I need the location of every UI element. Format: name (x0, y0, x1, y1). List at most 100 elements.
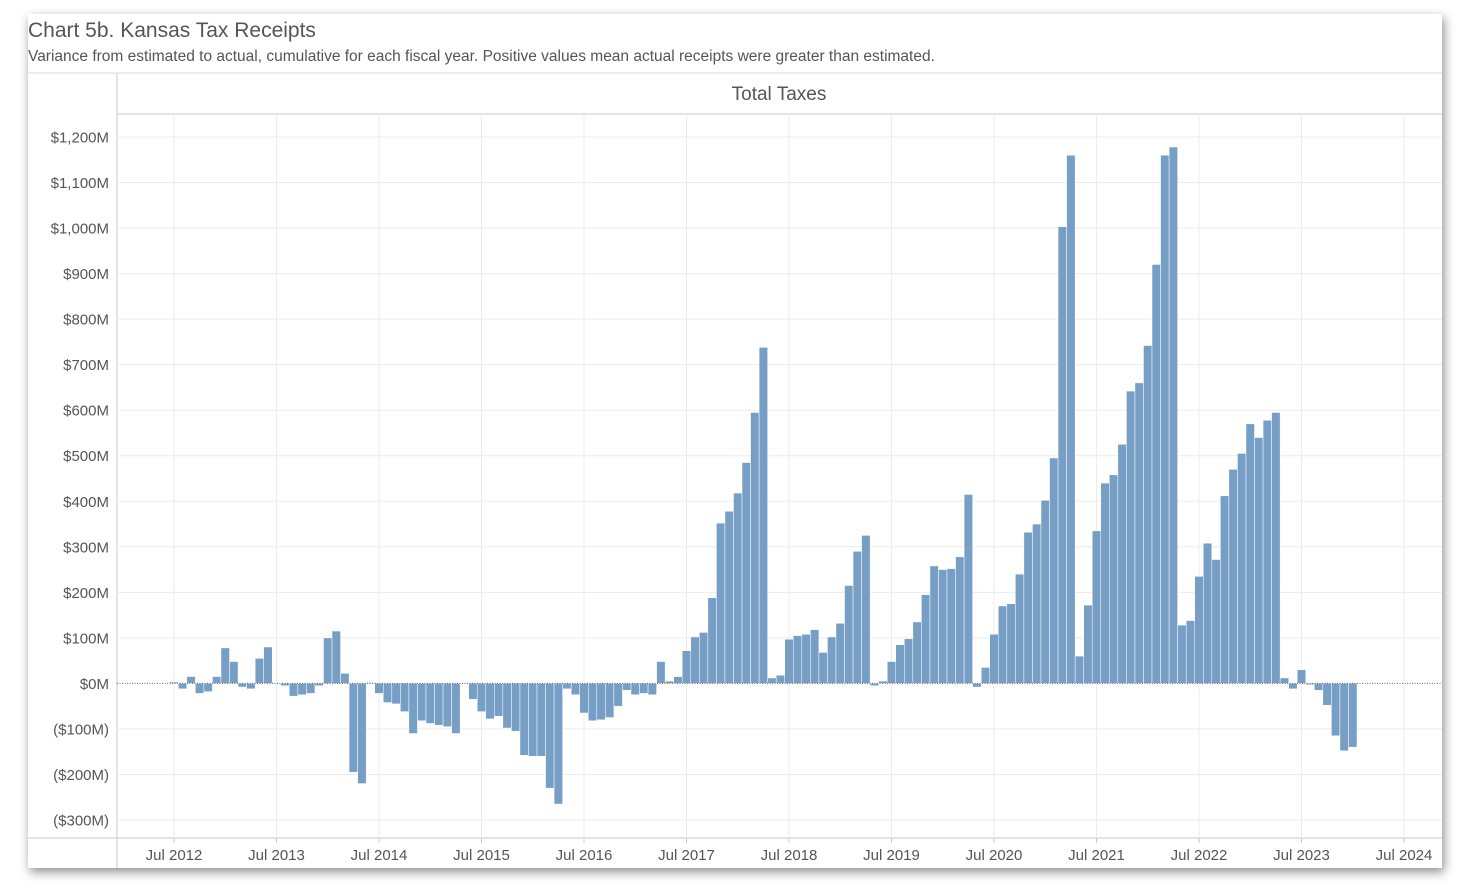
x-tick-label: Jul 2012 (146, 847, 203, 864)
bar (767, 677, 777, 684)
bar (588, 683, 598, 721)
bar (938, 569, 948, 684)
bar (1220, 495, 1230, 684)
bar (639, 683, 649, 694)
x-tick-label: Jul 2022 (1171, 847, 1228, 864)
bar (348, 683, 358, 773)
bar (810, 629, 820, 684)
chart-title: Chart 5b. Kansas Tax Receipts (28, 19, 316, 42)
bar (1331, 683, 1341, 737)
y-tick-label: $200M (63, 585, 109, 602)
bar (1203, 542, 1213, 684)
bar (1006, 603, 1016, 684)
y-tick-label: $700M (63, 357, 109, 374)
bar (1066, 154, 1076, 684)
y-tick-label: ($200M) (53, 767, 109, 784)
y-tick-label: ($300M) (53, 813, 109, 830)
bar (528, 683, 538, 757)
bar (391, 683, 401, 705)
bar (1228, 469, 1238, 684)
bar (229, 661, 239, 684)
bar (912, 621, 922, 684)
bar (681, 650, 692, 684)
x-tick-label: Jul 2014 (351, 847, 408, 864)
bar (1194, 576, 1204, 684)
y-tick-label: $400M (63, 494, 109, 511)
bar (605, 683, 615, 718)
bar (1023, 531, 1033, 684)
bar (852, 551, 862, 684)
bar (374, 683, 384, 694)
bars (169, 146, 1358, 805)
bar (425, 683, 435, 724)
bar (323, 637, 333, 684)
bar (622, 683, 632, 691)
y-tick-label: $1,100M (51, 175, 109, 192)
bar (511, 683, 521, 732)
y-tick-label: $900M (63, 266, 109, 283)
bar (1348, 683, 1358, 748)
bar (314, 683, 324, 686)
bar (801, 633, 811, 684)
bar (861, 535, 871, 684)
bar (998, 605, 1008, 684)
bar (1211, 559, 1221, 684)
bar (476, 683, 487, 712)
y-tick-label: $1,200M (51, 130, 109, 147)
bar (647, 683, 657, 696)
bar (904, 638, 914, 684)
bar (502, 683, 512, 729)
bar (1185, 620, 1195, 684)
bar (869, 683, 879, 686)
x-tick-label: Jul 2023 (1273, 847, 1330, 864)
bar (741, 462, 751, 684)
bar (613, 683, 623, 707)
gridlines (117, 114, 1442, 838)
y-tick-label: $300M (63, 539, 109, 556)
bar (673, 676, 683, 684)
bar (980, 667, 990, 684)
bar (186, 676, 196, 684)
bar (1134, 382, 1144, 684)
bar (271, 683, 282, 685)
bar (1015, 573, 1025, 684)
bar (485, 683, 495, 720)
bar (1245, 423, 1255, 684)
bar (212, 676, 222, 684)
bar (383, 683, 393, 703)
bar (220, 647, 230, 684)
x-tick-label: Jul 2021 (1068, 847, 1125, 864)
bar (263, 646, 273, 684)
y-axis: $1,200M $1,100M $1,000M $900M $800M $700M $600… (51, 130, 109, 830)
bar (733, 492, 743, 684)
bar (442, 683, 452, 727)
bar (195, 683, 205, 694)
bar (1296, 669, 1307, 684)
bar (775, 674, 785, 684)
bar (886, 661, 897, 684)
bar (1117, 444, 1127, 684)
bar (306, 683, 316, 694)
bar (1049, 457, 1059, 684)
bar (562, 683, 572, 690)
bar (400, 683, 410, 712)
y-tick-label: $800M (63, 312, 109, 329)
bar (921, 594, 931, 684)
bar (468, 683, 478, 700)
bar (1254, 437, 1264, 684)
bar (784, 638, 794, 684)
bar (246, 683, 256, 690)
bar (570, 683, 580, 696)
bar (758, 347, 768, 684)
bar (1143, 345, 1153, 684)
bar (1262, 419, 1272, 684)
bar (1279, 677, 1289, 684)
bar (1322, 683, 1332, 706)
bar (963, 494, 973, 684)
y-tick-label: ($100M) (53, 721, 109, 738)
chart-card: Chart 5b. Kansas Tax Receipts Variance f… (28, 14, 1442, 868)
bar (1177, 624, 1187, 684)
x-tick-label: Jul 2015 (453, 847, 510, 864)
bar (724, 511, 734, 684)
bar (827, 636, 837, 684)
